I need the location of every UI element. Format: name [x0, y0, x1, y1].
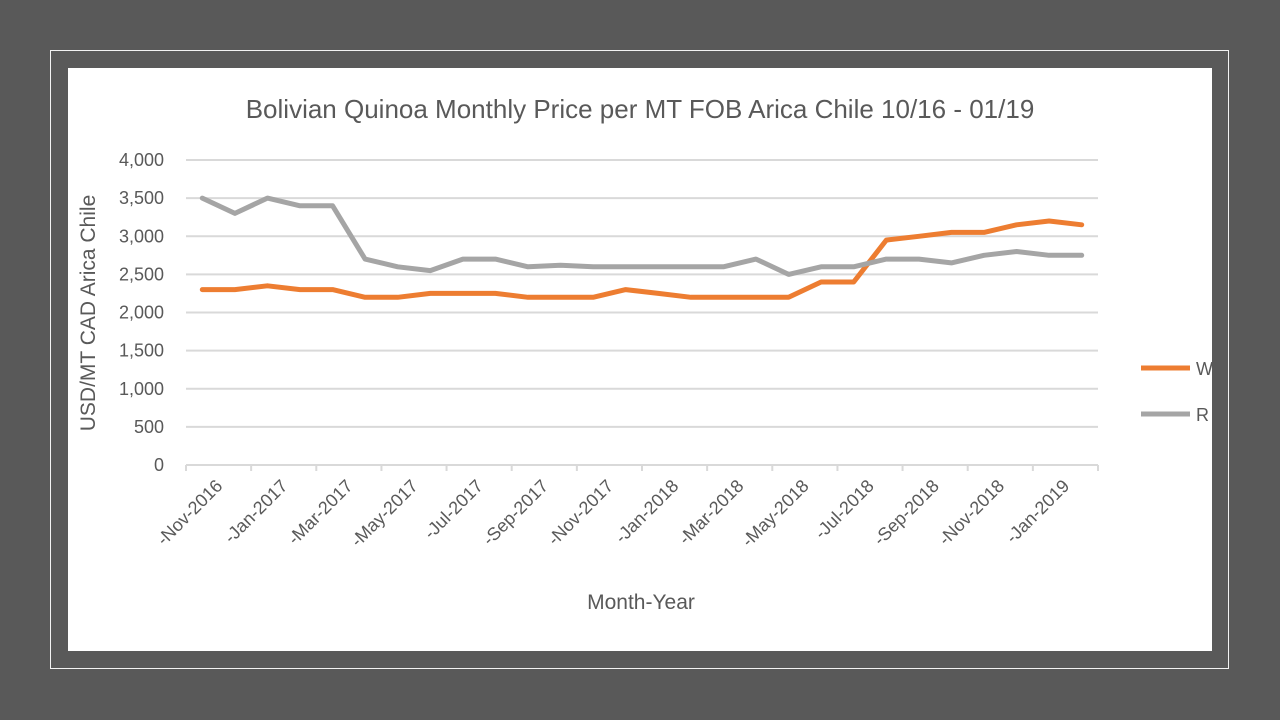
legend-label: W — [1196, 359, 1212, 379]
x-axis: -Nov-2016-Jan-2017-Mar-2017-May-2017-Jul… — [153, 464, 1099, 551]
y-tick-label: 3,000 — [119, 226, 164, 246]
x-tick-label: -Nov-2017 — [544, 476, 618, 550]
x-tick-label: -Nov-2016 — [153, 476, 227, 550]
y-tick-label: 1,000 — [119, 379, 164, 399]
y-tick-label: 2,000 — [119, 303, 164, 323]
x-tick-label: -Jul-2017 — [420, 476, 487, 543]
y-tick-label: 1,500 — [119, 341, 164, 361]
chart-area: Bolivian Quinoa Monthly Price per MT FOB… — [68, 68, 1212, 651]
y-tick-label: 4,000 — [119, 150, 164, 170]
x-tick-label: -Mar-2018 — [675, 476, 748, 549]
legend: WR — [1141, 359, 1212, 425]
x-tick-label: -Nov-2018 — [935, 476, 1009, 550]
series-lines — [199, 195, 1085, 300]
y-tick-label: 0 — [154, 455, 164, 475]
y-tick-label: 2,500 — [119, 264, 164, 284]
x-tick-label: -May-2017 — [347, 476, 422, 551]
x-tick-label: -Jan-2019 — [1002, 476, 1073, 547]
x-tick-label: -May-2018 — [738, 476, 813, 551]
x-axis-title: Month-Year — [587, 591, 695, 614]
legend-label: R — [1196, 405, 1209, 425]
x-tick-label: -Sep-2018 — [869, 476, 943, 550]
x-tick-label: -Jan-2018 — [611, 476, 682, 547]
x-tick-label: -Jul-2018 — [811, 476, 878, 543]
x-tick-label: -Jan-2017 — [220, 476, 291, 547]
slide-frame — [50, 50, 1229, 669]
y-tick-label: 3,500 — [119, 188, 164, 208]
series-line-W — [199, 218, 1085, 300]
chart-title: Bolivian Quinoa Monthly Price per MT FOB… — [246, 94, 1035, 124]
series-line-R — [199, 195, 1085, 277]
y-tick-label: 500 — [134, 417, 164, 437]
gridlines — [186, 159, 1098, 428]
y-axis-ticks: 0 500 1,000 1,500 2,000 2,500 3,000 3,500 4,000 — [119, 150, 164, 475]
x-tick-label: -Sep-2017 — [479, 476, 553, 550]
x-tick-label: -Mar-2017 — [284, 476, 357, 549]
y-axis-title: USD/MT CAD Arica Chile — [77, 195, 100, 432]
line-chart: Bolivian Quinoa Monthly Price per MT FOB… — [77, 94, 1212, 614]
